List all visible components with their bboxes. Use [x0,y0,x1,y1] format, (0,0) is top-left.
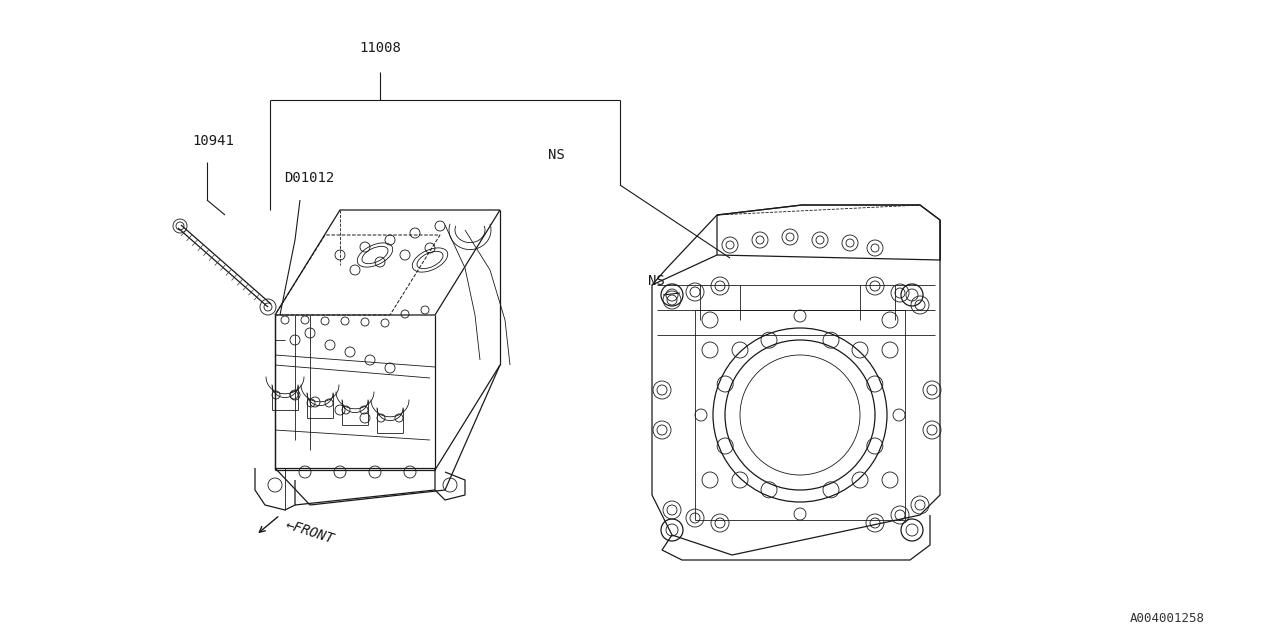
Text: ←FRONT: ←FRONT [284,518,337,547]
Text: A004001258: A004001258 [1130,612,1204,625]
Text: 10941: 10941 [192,134,234,148]
Text: D01012: D01012 [284,171,334,185]
Text: 11008: 11008 [360,41,401,55]
Text: NS: NS [548,148,564,162]
Text: NS: NS [648,274,664,288]
